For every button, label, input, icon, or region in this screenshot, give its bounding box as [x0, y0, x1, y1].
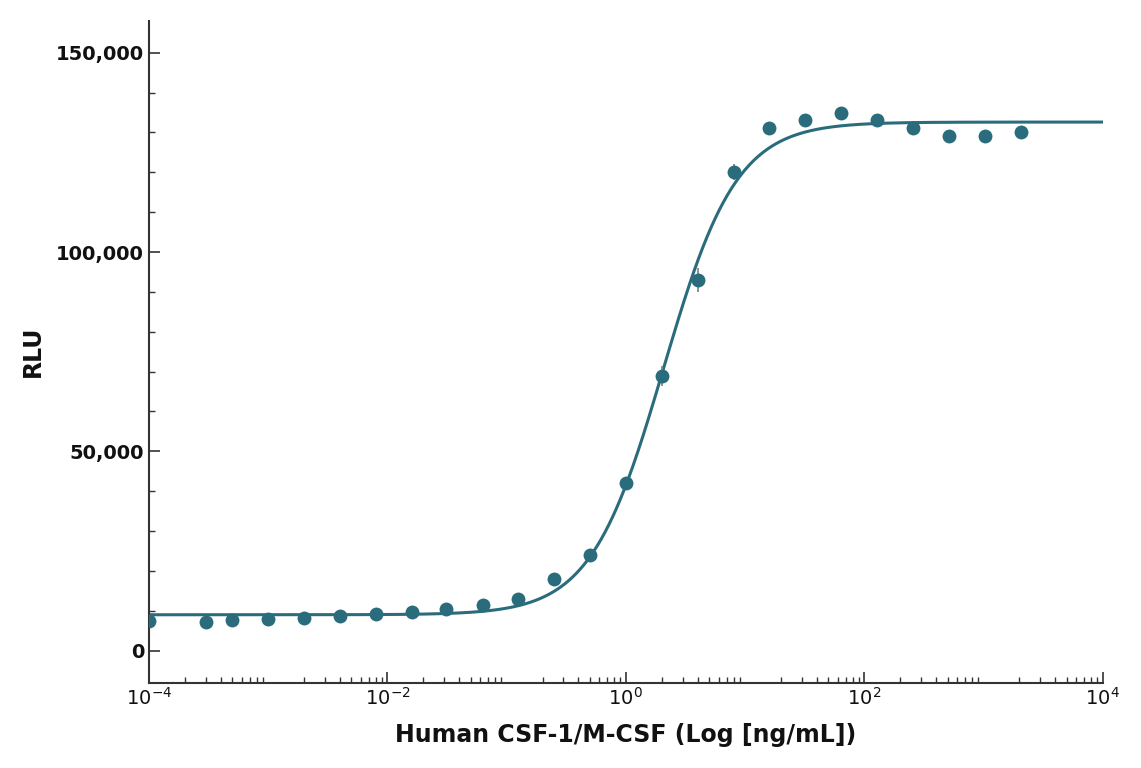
Y-axis label: RLU: RLU	[21, 326, 44, 377]
X-axis label: Human CSF-1/M-CSF (Log [ng/mL]): Human CSF-1/M-CSF (Log [ng/mL])	[395, 723, 857, 747]
